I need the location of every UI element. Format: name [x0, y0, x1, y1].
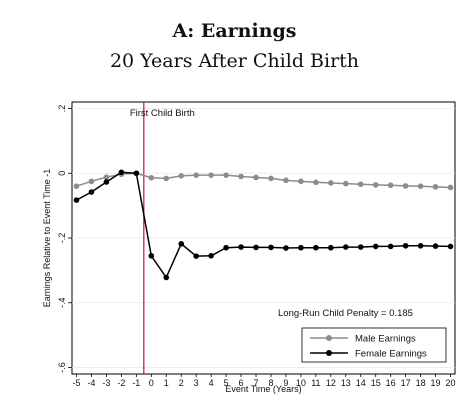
legend-male-marker	[326, 335, 332, 341]
x-tick-label: 14	[356, 378, 366, 388]
x-tick-label: 4	[209, 378, 214, 388]
series-0-point	[208, 172, 214, 178]
x-tick-label: 19	[431, 378, 441, 388]
series-1-point	[417, 242, 424, 249]
series-1-point	[238, 244, 244, 250]
y-tick-group: .2 0 -.2 -.4 -.6	[57, 105, 455, 373]
series-1-point	[298, 244, 304, 251]
y-tick-label: -.6	[57, 362, 67, 373]
series-group	[73, 169, 454, 281]
x-tick-label: 8	[268, 378, 273, 388]
x-tick-label: 12	[326, 378, 336, 388]
series-0-point	[298, 178, 304, 185]
x-tick-group: -5 -4 -3 -2 -1 0 1 2 3 4 5 6 7 8 9 10 11 12 13 14 15 16 17 18 19…	[72, 374, 456, 388]
series-0-point	[253, 174, 259, 181]
series-0-point	[88, 178, 95, 185]
legend-female-label: Female Earnings	[355, 349, 427, 360]
series-1-point	[148, 253, 155, 259]
series-0-point	[417, 183, 424, 189]
x-tick-label: 7	[254, 378, 259, 388]
x-tick-label: -1	[132, 378, 140, 388]
series-0-point	[342, 180, 349, 187]
series-0-point	[223, 172, 229, 178]
series-1-point	[328, 244, 334, 251]
y-tick-label: .2	[57, 105, 67, 113]
series-0-point	[283, 177, 289, 184]
x-tick-label: 18	[416, 378, 426, 388]
series-0-point	[357, 181, 364, 188]
chart-subtitle: 20 Years After Child Birth	[109, 50, 360, 72]
x-tick-label: 1	[164, 378, 169, 388]
series-0-point	[193, 172, 199, 178]
first-child-birth-label: First Child Birth	[130, 108, 195, 119]
series-1-point	[118, 169, 125, 176]
series-1-point	[432, 243, 439, 249]
series-0-point	[103, 174, 110, 180]
series-1-point	[342, 244, 349, 250]
series-0-point	[328, 180, 334, 186]
series-1-point	[357, 244, 364, 250]
series-1-point	[73, 197, 80, 203]
x-tick-label: 5	[224, 378, 229, 388]
series-1-point	[133, 170, 140, 177]
series-0-point	[163, 175, 170, 182]
series-0-point	[387, 182, 394, 189]
series-0-point	[268, 175, 274, 182]
series-0-point	[73, 183, 80, 189]
series-0-point	[313, 179, 319, 186]
chart-title: A: Earnings	[172, 20, 297, 42]
series-0-point	[402, 183, 409, 189]
penalty-annotation: Long-Run Child Penalty = 0.185	[278, 308, 413, 319]
x-tick-label: -5	[72, 378, 80, 388]
series-1-point	[372, 243, 379, 250]
series-line-0	[76, 172, 451, 189]
series-0-point	[432, 184, 439, 190]
x-tick-label: 11	[311, 378, 320, 388]
x-tick-label: 0	[149, 378, 154, 388]
x-tick-label: 2	[179, 378, 184, 388]
y-tick-label: 0	[57, 171, 67, 176]
legend-female-marker	[326, 350, 332, 356]
series-1-point	[447, 243, 454, 250]
x-tick-label: 17	[401, 378, 411, 388]
y-axis-label: Earnings Relative to Event Time -1	[42, 169, 52, 308]
x-axis-label: Event Time (Years)	[225, 384, 301, 394]
series-line-1	[76, 171, 451, 280]
legend: Male Earnings Female Earnings	[301, 327, 447, 363]
x-tick-label: -2	[117, 378, 125, 388]
series-0-point	[238, 173, 244, 180]
x-tick-label: -3	[102, 378, 110, 388]
series-1-point	[103, 179, 110, 185]
x-tick-label: 6	[239, 378, 244, 388]
series-1-point	[223, 244, 229, 251]
legend-male-label: Male Earnings	[355, 334, 416, 345]
x-tick-label: -4	[87, 378, 95, 388]
series-1-point	[268, 244, 274, 251]
series-1-point	[387, 243, 394, 250]
series-1-point	[88, 189, 95, 195]
series-1-point	[313, 244, 319, 251]
x-tick-label: 20	[446, 378, 456, 388]
x-tick-label: 10	[296, 378, 306, 388]
series-1-point	[193, 253, 199, 259]
y-tick-label: -.4	[57, 298, 67, 309]
legend-box	[301, 327, 447, 363]
series-0-point	[148, 174, 155, 181]
x-tick-label: 13	[341, 378, 351, 388]
series-0-point	[178, 173, 185, 179]
x-tick-label: 3	[194, 378, 199, 388]
series-1-point	[163, 274, 170, 281]
series-1-point	[402, 242, 409, 249]
x-tick-label: 15	[371, 378, 381, 388]
y-tick-label: -.2	[57, 233, 67, 244]
x-tick-label: 16	[386, 378, 396, 388]
x-tick-label: 9	[283, 378, 288, 388]
series-1-point	[178, 241, 185, 247]
series-1-point	[208, 253, 214, 259]
series-0-point	[372, 182, 379, 188]
series-0-point	[447, 184, 454, 191]
series-1-point	[253, 244, 259, 251]
series-1-point	[283, 245, 289, 251]
